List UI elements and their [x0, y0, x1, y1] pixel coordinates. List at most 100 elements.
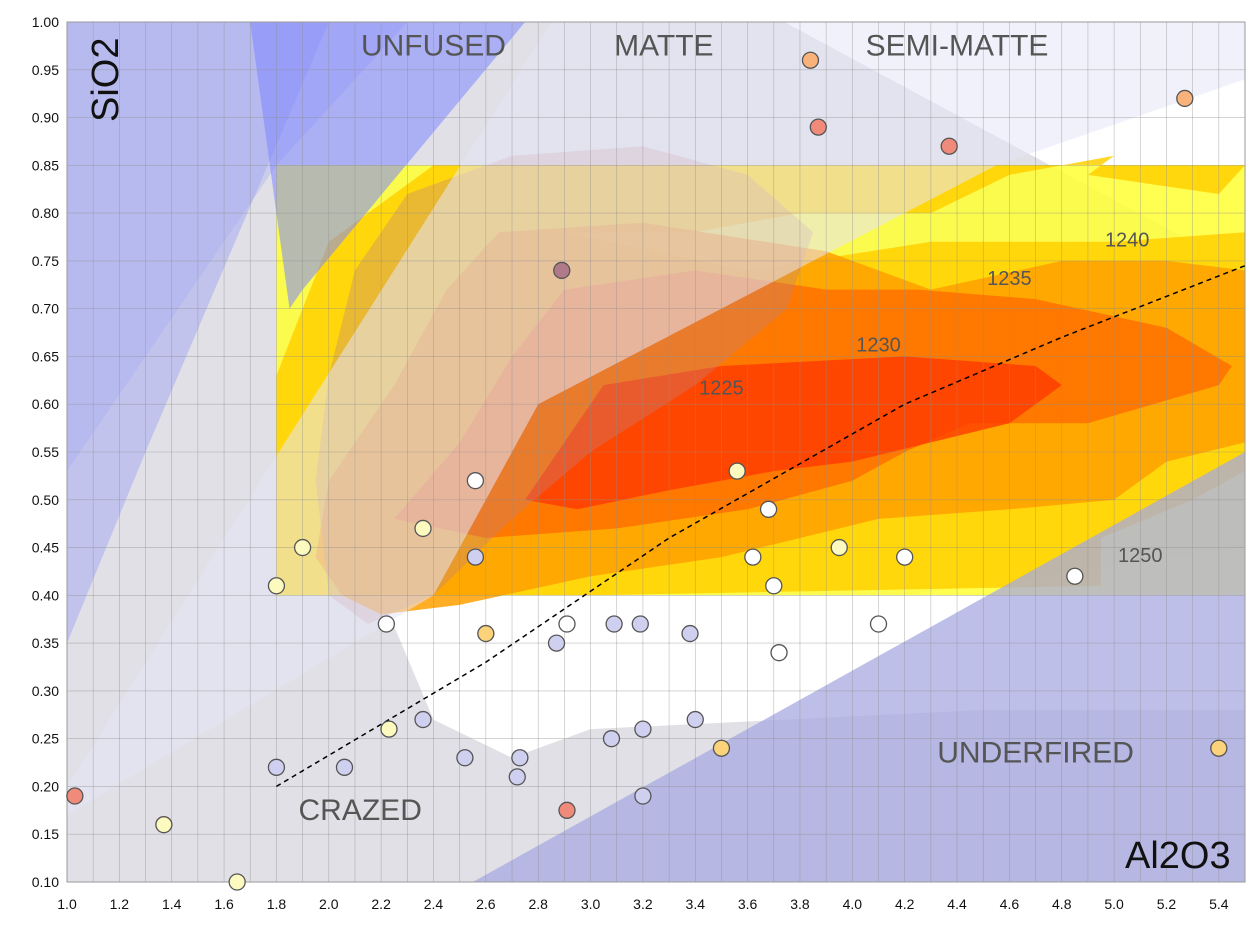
x-tick-label: 3.4 [686, 896, 706, 912]
data-point [728, 462, 746, 480]
data-point [267, 758, 286, 776]
y-tick-label: 0.55 [32, 444, 59, 460]
data-point [414, 710, 432, 729]
trend-line [276, 265, 1246, 788]
data-point [940, 137, 958, 155]
data-point [744, 548, 762, 566]
y-tick-label: 0.80 [32, 205, 59, 221]
y-tick-label: 0.70 [32, 301, 59, 317]
data-point [508, 768, 526, 786]
y-tick-label: 0.85 [32, 157, 59, 173]
underfired-zone [472, 452, 1245, 882]
data-point [631, 615, 649, 633]
trend-line-layer [276, 265, 1246, 788]
x-tick-label: 5.0 [1104, 896, 1124, 912]
y-tick-label: 0.35 [32, 635, 59, 651]
data-point [1176, 89, 1194, 108]
data-point [477, 624, 495, 643]
data-point [809, 118, 827, 136]
y-tick-label: 0.45 [32, 540, 59, 556]
data-point [712, 739, 731, 757]
x-tick-label: 2.2 [371, 896, 391, 912]
region-label: UNDERFIRED [937, 737, 1134, 770]
x-tick-label: 2.4 [424, 896, 444, 912]
data-point [335, 758, 354, 776]
y-tick-label: 0.40 [32, 587, 59, 603]
data-point [830, 538, 848, 557]
contour-label: 1250 [1118, 545, 1163, 567]
y-tick-label: 0.95 [32, 62, 59, 78]
y-axis-title: SiO2 [85, 38, 127, 122]
region-label: UNFUSED [361, 29, 506, 62]
x-tick-label: 2.6 [476, 896, 496, 912]
x-tick-label: 1.8 [267, 896, 287, 912]
data-point [759, 500, 778, 518]
x-tick-label: 4.2 [895, 896, 915, 912]
y-tick-label: 0.75 [32, 253, 59, 269]
y-tick-label: 0.25 [32, 731, 59, 747]
x-tick-label: 1.6 [214, 896, 234, 912]
data-point [602, 730, 621, 748]
y-tick-label: 0.50 [32, 492, 59, 508]
x-tick-label: 3.2 [633, 896, 653, 912]
x-tick-label: 2.8 [528, 896, 548, 912]
data-point [634, 720, 652, 738]
x-tick-label: 4.8 [1052, 896, 1072, 912]
data-point [1210, 739, 1228, 757]
data-point [1066, 567, 1084, 585]
x-tick-label: 4.4 [947, 896, 967, 912]
data-point [547, 634, 566, 652]
x-tick-label: 2.0 [319, 896, 339, 912]
data-point [686, 710, 704, 729]
contour-label: 1235 [987, 268, 1032, 290]
x-tick-label: 3.6 [738, 896, 758, 912]
y-tick-label: 0.90 [32, 110, 59, 126]
data-point [681, 624, 699, 643]
data-point [414, 519, 432, 538]
x-tick-label: 1.4 [162, 896, 182, 912]
labels-layer: UNFUSED MATTE SEMI-MATTE UNDERFIRED CRAZED 12… [299, 29, 1163, 826]
data-point [228, 873, 246, 891]
data-point [634, 787, 652, 805]
data-point [869, 615, 888, 633]
tick-labels: 1.0 1.2 1.4 1.6 1.8 2.0 2.2 2.4 2.6 2.8 3.0 3.2 3.4 3… [32, 14, 1229, 912]
x-tick-label: 3.8 [790, 896, 810, 912]
data-point [558, 615, 576, 633]
data-point [558, 801, 576, 819]
x-tick-label: 1.2 [110, 896, 130, 912]
data-point [466, 548, 485, 566]
region-label: CRAZED [299, 794, 422, 827]
points-layer [66, 51, 1228, 891]
x-tick-label: 1.0 [57, 896, 77, 912]
plot-frame [66, 21, 1246, 883]
data-point [267, 577, 286, 595]
data-point [155, 816, 173, 834]
contour-label: 1240 [1105, 230, 1150, 252]
axis-titles: SiO2 Al2O3 [85, 38, 1231, 877]
data-point [770, 644, 788, 662]
x-tick-label: 4.6 [1000, 896, 1020, 912]
y-tick-label: 0.15 [32, 826, 59, 842]
unfused-left [67, 22, 329, 882]
y-tick-label: 0.65 [32, 348, 59, 364]
data-point [66, 787, 84, 805]
data-point [553, 261, 571, 280]
x-tick-label: 3.0 [581, 896, 601, 912]
data-point [456, 749, 474, 767]
contour-label: 1230 [856, 335, 901, 357]
contour-label: 1225 [699, 378, 744, 400]
x-tick-label: 5.2 [1157, 896, 1177, 912]
data-point [380, 720, 398, 738]
region-label: MATTE [614, 29, 713, 62]
x-tick-label: 4.0 [843, 896, 863, 912]
y-tick-label: 0.30 [32, 683, 59, 699]
data-point [466, 472, 485, 490]
x-tick-label: 5.4 [1209, 896, 1229, 912]
data-point [765, 577, 783, 595]
y-tick-label: 0.10 [32, 874, 59, 890]
data-point [896, 548, 914, 566]
data-point [377, 615, 396, 633]
y-tick-label: 0.20 [32, 778, 59, 794]
